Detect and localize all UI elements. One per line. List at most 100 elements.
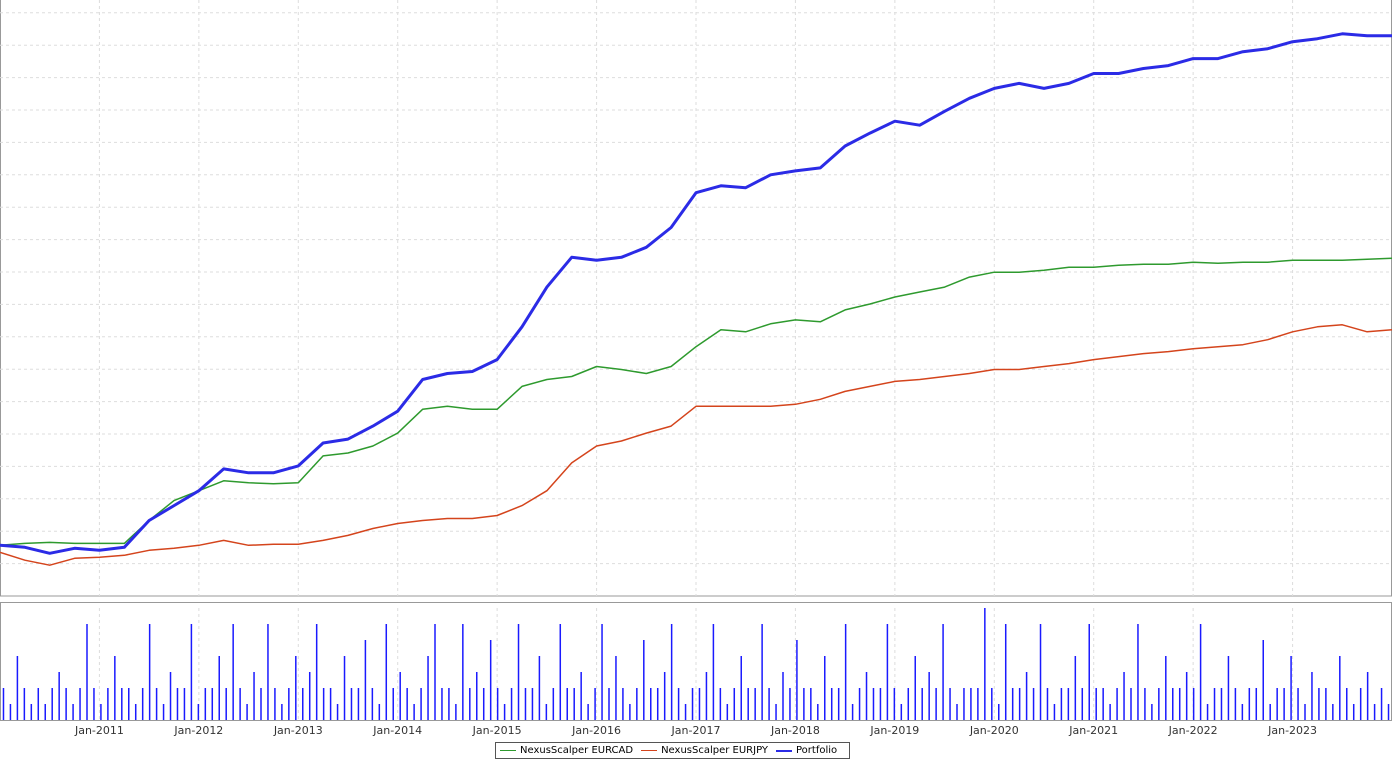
- bar: [281, 704, 283, 720]
- bar: [44, 704, 46, 720]
- bar: [552, 688, 555, 720]
- bar: [1332, 704, 1334, 720]
- bar: [1262, 640, 1264, 720]
- bar: [23, 688, 26, 720]
- bar: [844, 624, 847, 720]
- legend-item: NexusScalper EURCAD: [500, 745, 633, 756]
- bar: [754, 688, 756, 720]
- bar: [650, 688, 652, 720]
- bar: [998, 704, 1000, 720]
- x-tick-label: Jan-2014: [372, 724, 422, 737]
- bar: [190, 624, 193, 720]
- bar: [608, 688, 610, 720]
- legend-item: NexusScalper EURJPY: [641, 745, 768, 756]
- legend-item: Portfolio: [776, 745, 837, 756]
- series-line: [0, 257, 1393, 547]
- bar: [796, 640, 798, 720]
- bar: [963, 688, 965, 720]
- bar: [51, 688, 53, 720]
- bar: [935, 688, 937, 720]
- bar: [1227, 656, 1230, 720]
- x-tick-label: Jan-2015: [472, 724, 522, 737]
- bar: [420, 688, 422, 720]
- bar: [977, 688, 979, 720]
- bar: [545, 704, 548, 720]
- bar: [350, 688, 353, 720]
- bar: [1241, 704, 1244, 720]
- bar: [378, 704, 381, 720]
- bar: [399, 672, 401, 720]
- bar: [1304, 704, 1306, 720]
- bar: [448, 688, 450, 720]
- bar: [392, 688, 394, 720]
- bar: [107, 688, 109, 720]
- bar: [128, 688, 130, 720]
- bar: [747, 688, 749, 720]
- x-tick-label: Jan-2016: [571, 724, 621, 737]
- bar: [803, 688, 805, 720]
- bar: [1387, 704, 1390, 720]
- bar: [1213, 688, 1216, 720]
- bar: [58, 672, 60, 720]
- bar: [594, 688, 596, 720]
- bar: [65, 688, 67, 720]
- bar: [1074, 656, 1077, 720]
- bar: [1109, 704, 1111, 720]
- bar: [371, 688, 374, 720]
- bar: [441, 688, 443, 720]
- bar: [1144, 688, 1146, 720]
- bar: [1290, 656, 1292, 720]
- bar: [1018, 688, 1021, 720]
- bar: [643, 640, 645, 720]
- bar: [712, 624, 715, 720]
- bar: [148, 624, 151, 720]
- bar: [162, 704, 165, 720]
- bar: [1151, 704, 1153, 720]
- bar: [726, 704, 729, 720]
- bar: [1318, 688, 1320, 720]
- bar: [413, 704, 415, 720]
- legend: NexusScalper EURCAD NexusScalper EURJPY Po…: [495, 742, 851, 759]
- bar: [1339, 656, 1341, 720]
- legend-label: NexusScalper EURJPY: [661, 745, 768, 756]
- bar: [837, 688, 840, 720]
- bar: [517, 624, 520, 720]
- bar: [434, 624, 436, 720]
- bar: [121, 688, 123, 720]
- bar: [629, 704, 631, 720]
- bar: [343, 656, 346, 720]
- bar: [1137, 624, 1139, 720]
- bar: [587, 704, 589, 720]
- x-tick-label: Jan-2023: [1267, 724, 1317, 737]
- bar: [782, 672, 784, 720]
- bar: [246, 704, 248, 720]
- legend-label: Portfolio: [796, 745, 838, 756]
- bar: [573, 688, 575, 720]
- x-tick-label: Jan-2021: [1068, 724, 1118, 737]
- bar: [1283, 688, 1285, 720]
- bar: [559, 624, 562, 720]
- bar: [907, 688, 910, 720]
- bar: [956, 704, 958, 720]
- bar: [1130, 688, 1132, 720]
- x-tick-label: Jan-2012: [173, 724, 223, 737]
- bar: [1206, 704, 1209, 720]
- bar: [1046, 688, 1049, 720]
- bar: [364, 640, 367, 720]
- bar: [86, 624, 88, 720]
- bar: [476, 672, 478, 720]
- bar: [1178, 688, 1181, 720]
- bar: [1158, 688, 1160, 720]
- bar: [900, 704, 903, 720]
- bar: [768, 688, 770, 720]
- bar: [566, 688, 568, 720]
- bar: [183, 688, 186, 720]
- bar: [72, 704, 74, 720]
- bar: [761, 624, 763, 720]
- bar: [510, 688, 513, 720]
- bar: [1199, 624, 1202, 720]
- bar: [1352, 704, 1355, 720]
- bar: [336, 704, 339, 720]
- bar: [1248, 688, 1251, 720]
